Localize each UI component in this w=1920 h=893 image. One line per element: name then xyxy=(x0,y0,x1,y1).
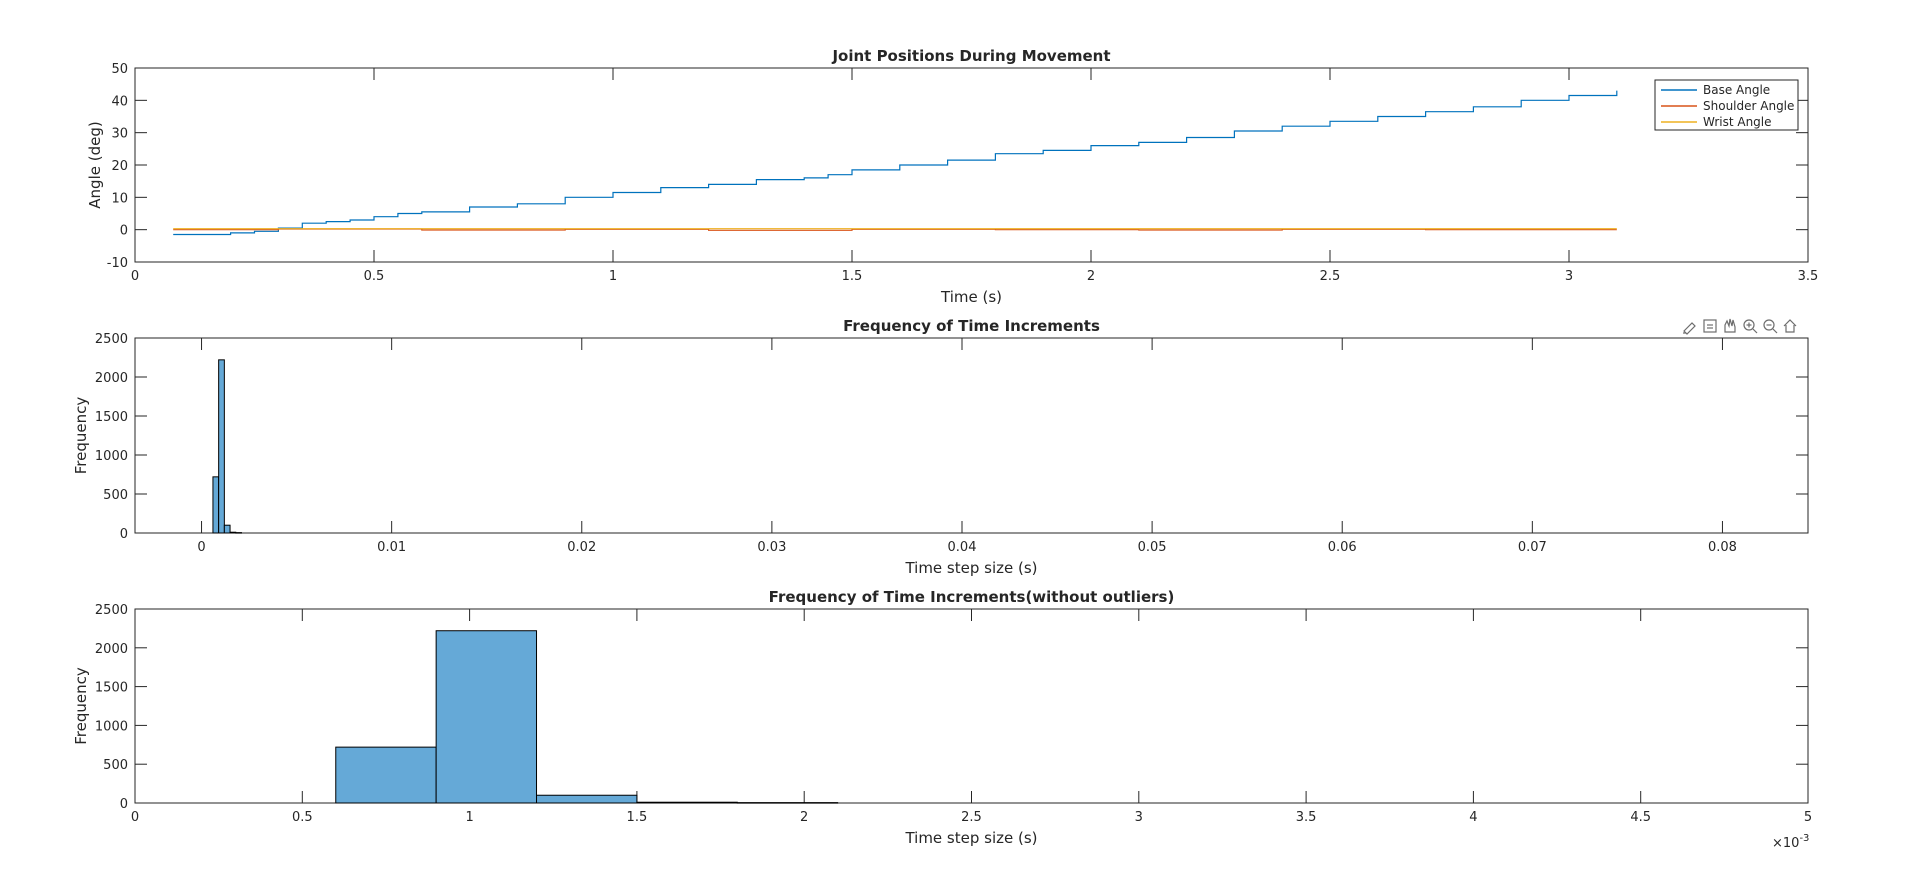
x-tick-label: 2.5 xyxy=(961,810,982,825)
histogram-bar[interactable] xyxy=(212,476,220,534)
histogram-bar[interactable] xyxy=(229,531,237,534)
y-tick-label: 500 xyxy=(103,488,128,503)
plot-area[interactable] xyxy=(134,67,1809,263)
y-tick-label: 0 xyxy=(120,224,128,239)
y-tick-label: 2000 xyxy=(95,642,128,657)
x-tick-label: 0.5 xyxy=(292,810,313,825)
x-exponent-value: -3 xyxy=(1799,833,1809,844)
x-tick-label: 0.5 xyxy=(364,269,385,284)
x-tick-label: 0.04 xyxy=(948,540,977,555)
histogram-bar[interactable] xyxy=(218,359,225,534)
x-axis-label: Time (s) xyxy=(940,288,1002,306)
y-tick-label: 30 xyxy=(111,127,128,142)
x-tick-label: 0.06 xyxy=(1328,540,1357,555)
x-tick-label: 3 xyxy=(1135,810,1143,825)
x-tick-label: 0.07 xyxy=(1518,540,1547,555)
x-tick-label: 0 xyxy=(197,540,205,555)
plot-area[interactable] xyxy=(134,337,1809,534)
chart-title: Frequency of Time Increments xyxy=(843,317,1100,335)
y-tick-label: 2000 xyxy=(95,371,128,386)
y-tick-label: 0 xyxy=(120,797,128,812)
time-increments-histogram-no-outliers[interactable]: 0 0.5 1 1.5 2 2.5 3 3.5 4 4.5 5 0 500 1000 1500 2000 250… xyxy=(72,588,1812,851)
x-axis-label: Time step size (s) xyxy=(904,829,1037,847)
histogram-bar[interactable] xyxy=(636,801,738,804)
x-exponent-label: ×10-3 xyxy=(1772,833,1809,851)
chart-title: Joint Positions During Movement xyxy=(831,47,1110,65)
legend-entry: Shoulder Angle xyxy=(1703,99,1794,113)
histogram-bar[interactable] xyxy=(736,802,839,804)
x-tick-label: 1 xyxy=(609,269,617,284)
x-tick-label: 0.05 xyxy=(1138,540,1167,555)
y-tick-label: -10 xyxy=(107,256,128,271)
x-tick-label: 3 xyxy=(1565,269,1573,284)
legend-entry: Wrist Angle xyxy=(1703,115,1772,129)
y-axis-label: Angle (deg) xyxy=(86,121,104,208)
histogram-bar[interactable] xyxy=(223,524,231,534)
zoom-out-icon[interactable] xyxy=(1763,319,1778,334)
x-exponent-base: ×10 xyxy=(1772,836,1799,851)
y-tick-label: 1000 xyxy=(95,719,128,734)
x-tick-label: 1 xyxy=(465,810,473,825)
y-tick-label: 2500 xyxy=(95,603,128,618)
y-tick-label: 40 xyxy=(111,94,128,109)
x-tick-label: 4.5 xyxy=(1630,810,1651,825)
y-tick-label: 500 xyxy=(103,758,128,773)
x-tick-label: 3.5 xyxy=(1296,810,1317,825)
x-tick-label: 2 xyxy=(1087,269,1095,284)
time-increments-histogram[interactable]: 0 0.01 0.02 0.03 0.04 0.05 0.06 0.07 0.08 0 500 100… xyxy=(72,317,1809,577)
series-line-base-angle[interactable] xyxy=(173,90,1618,236)
x-tick-label: 1.5 xyxy=(842,269,863,284)
zoom-in-icon[interactable] xyxy=(1743,319,1758,334)
x-tick-label: 0.01 xyxy=(377,540,406,555)
axes-toolbar[interactable] xyxy=(1683,318,1797,335)
x-tick-label: 0 xyxy=(131,269,139,284)
x-tick-label: 3.5 xyxy=(1798,269,1819,284)
histogram-bar[interactable] xyxy=(335,746,437,804)
x-tick-label: 4 xyxy=(1469,810,1477,825)
y-tick-label: 2500 xyxy=(95,332,128,347)
x-tick-label: 2 xyxy=(800,810,808,825)
histogram-bar[interactable] xyxy=(235,532,242,534)
home-icon[interactable] xyxy=(1783,319,1797,333)
chart-title: Frequency of Time Increments(without out… xyxy=(769,588,1175,606)
y-tick-label: 1500 xyxy=(95,681,128,696)
y-tick-label: 50 xyxy=(111,62,128,77)
x-tick-label: 0.03 xyxy=(757,540,786,555)
x-tick-label: 0.08 xyxy=(1708,540,1737,555)
x-tick-label: 1.5 xyxy=(627,810,648,825)
histogram-bar[interactable] xyxy=(536,794,638,804)
y-axis-label: Frequency xyxy=(72,667,90,745)
x-tick-label: 2.5 xyxy=(1320,269,1341,284)
pan-icon[interactable] xyxy=(1724,318,1736,333)
histogram-bar[interactable] xyxy=(435,630,538,804)
x-tick-label: 5 xyxy=(1804,810,1812,825)
legend-entry: Base Angle xyxy=(1703,83,1770,97)
y-tick-label: 1000 xyxy=(95,449,128,464)
y-axis-label: Frequency xyxy=(72,397,90,475)
brush-icon[interactable] xyxy=(1683,322,1696,335)
y-tick-label: 20 xyxy=(111,159,128,174)
y-tick-label: 1500 xyxy=(95,410,128,425)
x-tick-label: 0.02 xyxy=(567,540,596,555)
y-tick-label: 0 xyxy=(120,527,128,542)
legend[interactable]: Base Angle Shoulder Angle Wrist Angle xyxy=(1654,79,1799,131)
data-tips-icon[interactable] xyxy=(1703,319,1717,333)
x-tick-label: 0 xyxy=(131,810,139,825)
x-axis-label: Time step size (s) xyxy=(904,559,1037,577)
y-tick-label: 10 xyxy=(111,191,128,206)
